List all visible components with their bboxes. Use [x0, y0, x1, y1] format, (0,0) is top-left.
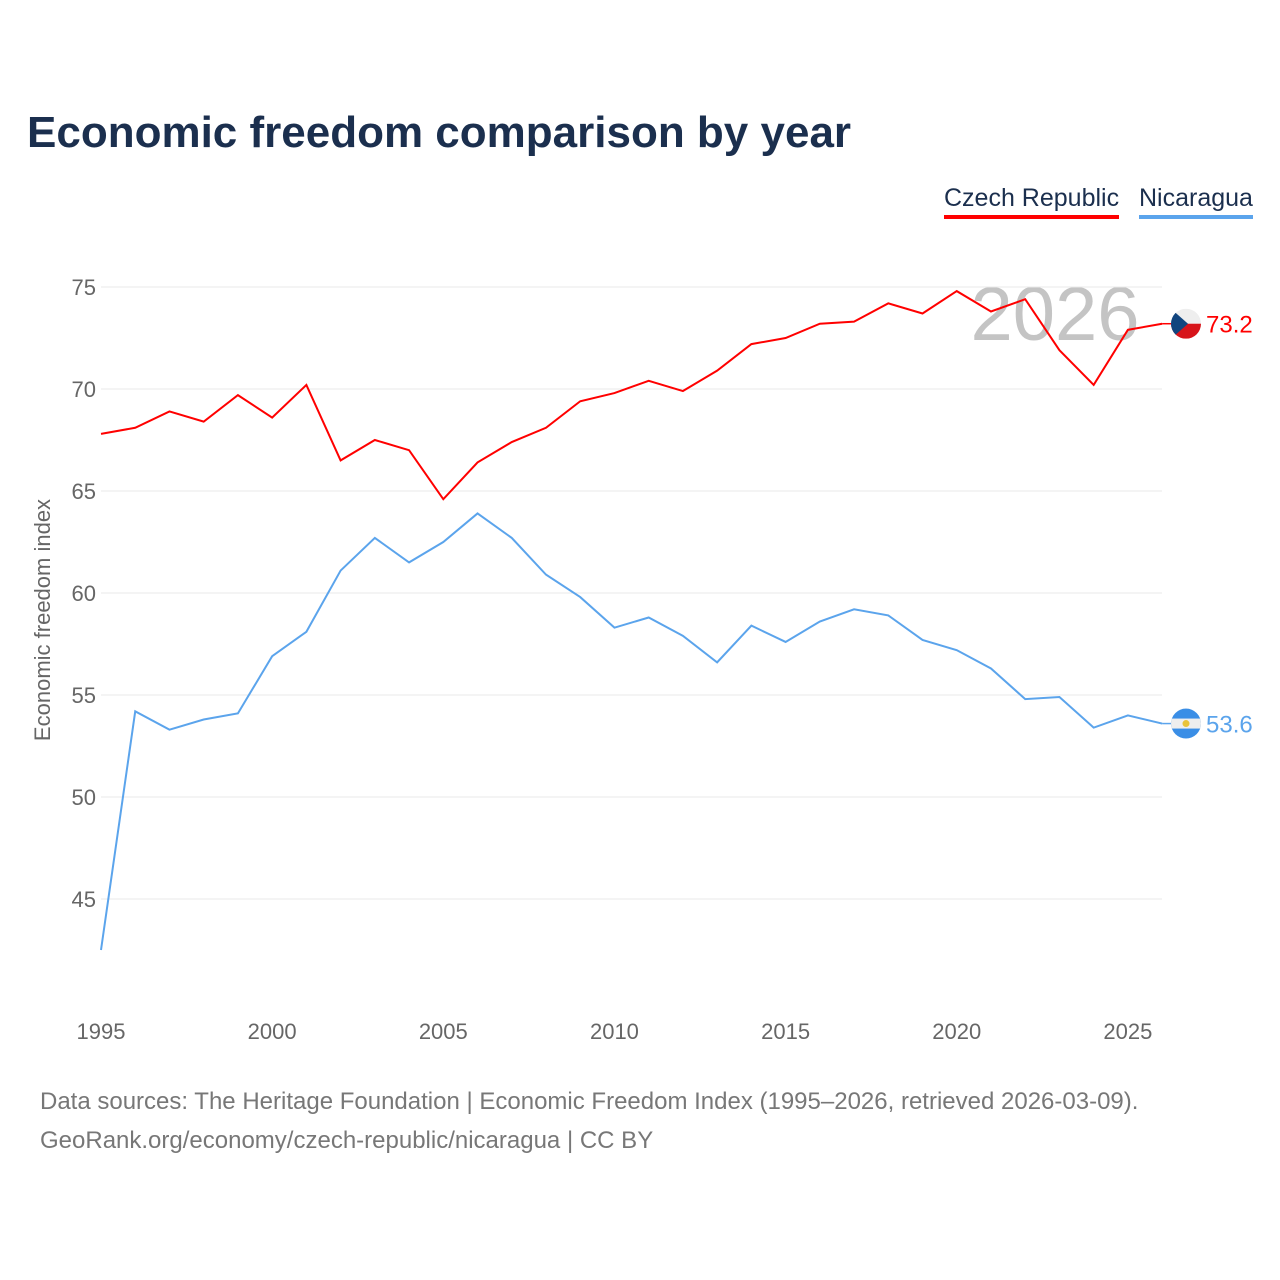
end-value-label: 53.6 — [1206, 712, 1253, 739]
chart-title: Economic freedom comparison by year — [27, 108, 852, 157]
czech-flag-icon — [1171, 308, 1201, 339]
nicaragua-flag-icon — [1171, 708, 1201, 739]
y-tick-label: 60 — [72, 581, 96, 606]
y-tick-label: 75 — [72, 275, 96, 300]
x-tick-label: 2010 — [590, 1019, 639, 1044]
y-tick-label: 65 — [72, 479, 96, 504]
x-tick-label: 2020 — [932, 1019, 981, 1044]
series-line-nicaragua — [100, 512, 1163, 951]
y-axis-label: Economic freedom index — [30, 499, 55, 741]
end-value-label: 73.2 — [1206, 312, 1253, 339]
sources-link[interactable]: GeoRank.org/economy/czech-republic/nicar… — [40, 1127, 654, 1154]
x-tick-label: 2005 — [419, 1019, 468, 1044]
series-line-czech-republic — [100, 289, 1163, 501]
legend-nicaragua[interactable]: Nicaragua — [1139, 184, 1253, 219]
x-tick-label: 2000 — [248, 1019, 297, 1044]
y-tick-label: 70 — [72, 377, 96, 402]
legend-czech-republic[interactable]: Czech Republic — [944, 184, 1120, 219]
y-tick-label: 45 — [72, 887, 96, 912]
sources-text: Data sources: The Heritage Foundation | … — [40, 1088, 1139, 1115]
y-tick-label: 50 — [72, 785, 96, 810]
x-tick-label: 2015 — [761, 1019, 810, 1044]
x-tick-label: 2025 — [1103, 1019, 1152, 1044]
y-tick-label: 55 — [72, 683, 96, 708]
x-tick-label: 1995 — [77, 1019, 126, 1044]
